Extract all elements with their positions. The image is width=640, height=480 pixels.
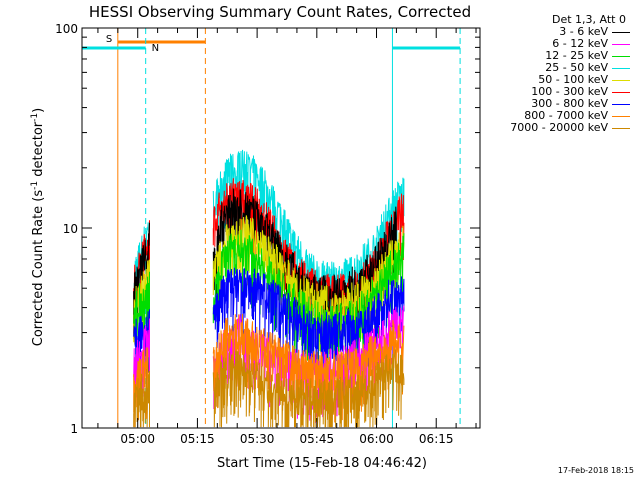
legend-swatch: [612, 31, 630, 33]
legend-swatch: [612, 127, 630, 129]
y-tick-label: 100: [55, 22, 78, 36]
saa-label: S: [106, 34, 112, 45]
legend-swatch: [612, 43, 630, 45]
plot-axes: 1 10 100 05:00 05:15 05:30 05:45 06:00 06:15: [55, 22, 481, 446]
legend-item: 25 - 50 keV: [484, 62, 630, 74]
chart-title: HESSI Observing Summary Count Rates, Cor…: [89, 3, 471, 21]
legend-item: 300 - 800 keV: [484, 98, 630, 110]
x-tick-label: 05:45: [300, 432, 335, 446]
x-tick-label: 06:00: [359, 432, 394, 446]
series-trace: [133, 318, 150, 401]
legend-label: 3 - 6 keV: [559, 25, 608, 38]
x-tick-label: 05:30: [240, 432, 275, 446]
series-trace: [133, 369, 150, 428]
series-trace: [212, 349, 405, 428]
legend-label: 12 - 25 keV: [545, 49, 608, 62]
legend-label: 25 - 50 keV: [545, 61, 608, 74]
legend-swatch: [612, 103, 630, 105]
legend-item: 3 - 6 keV: [484, 26, 630, 38]
x-axis-label: Start Time (15-Feb-18 04:46:42): [217, 456, 427, 471]
y-tick-label: 10: [63, 222, 78, 236]
legend: Det 1,3, Att 0 3 - 6 keV 6 - 12 keV 12 - 2…: [484, 14, 630, 134]
footer-timestamp: 17-Feb-2018 18:15: [557, 466, 634, 475]
x-tick-label: 05:00: [120, 432, 155, 446]
legend-swatch: [612, 91, 630, 93]
legend-label: 100 - 300 keV: [531, 85, 608, 98]
legend-item: 12 - 25 keV: [484, 50, 630, 62]
x-tick-label: 06:15: [419, 432, 454, 446]
series-lines: [133, 149, 405, 428]
legend-label: 50 - 100 keV: [538, 73, 608, 86]
legend-swatch: [612, 115, 630, 117]
legend-swatch: [612, 55, 630, 57]
legend-label: 7000 - 20000 keV: [510, 121, 608, 134]
series-trace: [212, 267, 405, 383]
legend-item: 6 - 12 keV: [484, 38, 630, 50]
legend-item: 7000 - 20000 keV: [484, 122, 630, 134]
y-tick-label: 1: [70, 422, 78, 436]
legend-header: Det 1,3, Att 0: [552, 13, 626, 26]
x-tick-label: 05:15: [180, 432, 215, 446]
legend-swatch: [612, 67, 630, 69]
legend-label: 300 - 800 keV: [531, 97, 608, 110]
legend-label: 6 - 12 keV: [552, 37, 608, 50]
night-label: N: [152, 43, 159, 54]
legend-item: 800 - 7000 keV: [484, 110, 630, 122]
y-axis-label: Corrected Count Rate (s-1 detector-1): [30, 108, 46, 346]
legend-item: 100 - 300 keV: [484, 86, 630, 98]
legend-swatch: [612, 79, 630, 81]
series-trace: [133, 271, 150, 355]
legend-label: 800 - 7000 keV: [524, 109, 608, 122]
legend-item: 50 - 100 keV: [484, 74, 630, 86]
observing-bars: SN: [82, 28, 461, 428]
